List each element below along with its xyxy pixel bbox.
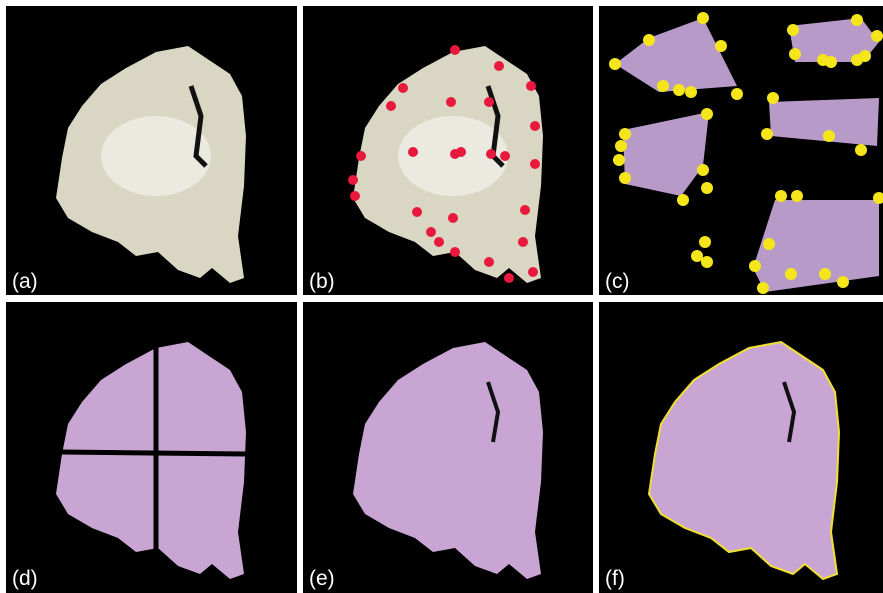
panel-a: (a) — [6, 6, 297, 295]
panel-f: (f) — [599, 302, 883, 593]
panel-label: (f) — [605, 567, 625, 590]
panel-label: (d) — [12, 567, 38, 590]
panel-b: (b) — [303, 6, 593, 295]
panel-label: (c) — [605, 270, 630, 293]
panel-d: (d) — [6, 302, 297, 593]
seam — [61, 452, 246, 454]
panel-e: (e) — [303, 302, 593, 593]
panel-label: (a) — [12, 270, 38, 293]
panel-c: (c) — [599, 6, 883, 295]
figure: (a) (b) — [0, 0, 883, 593]
panel-label: (b) — [309, 270, 335, 293]
panel-label: (e) — [309, 567, 335, 590]
